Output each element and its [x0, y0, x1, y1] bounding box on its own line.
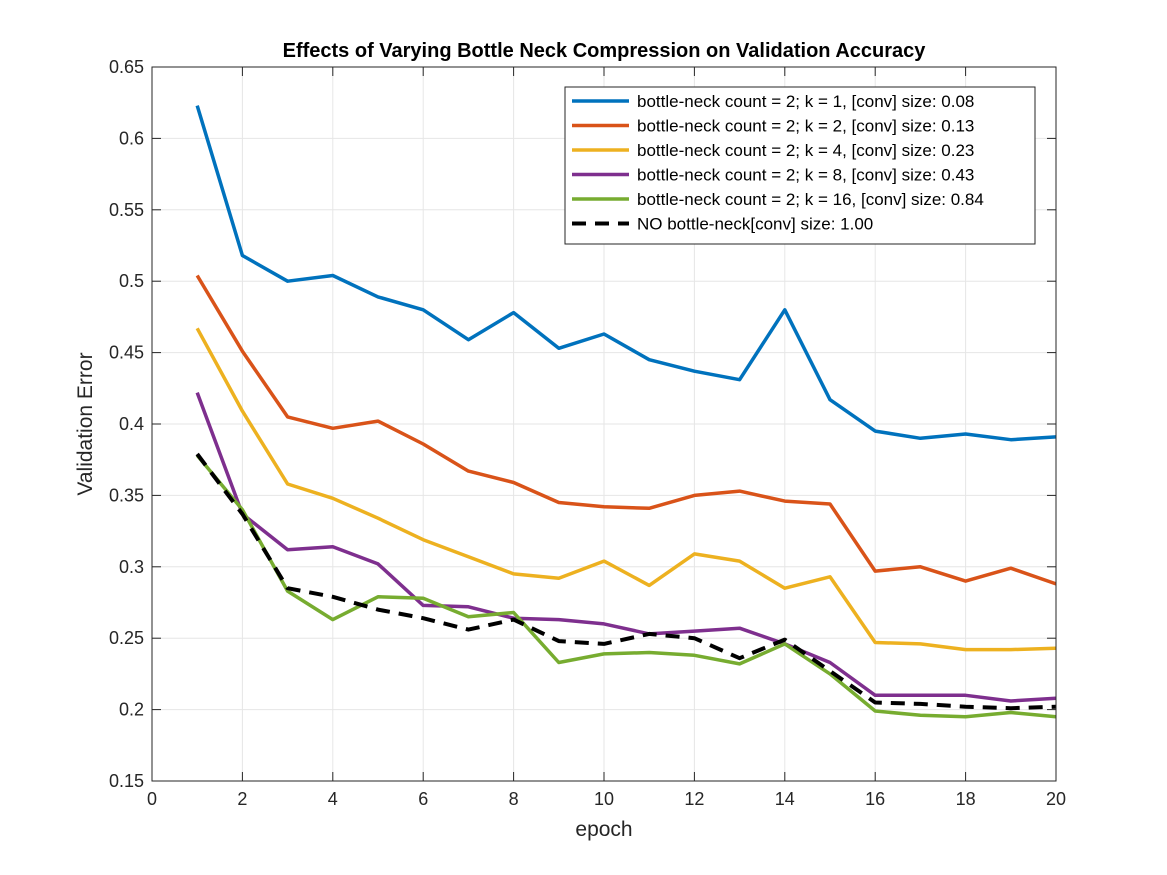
series-line-5 — [195, 454, 1057, 719]
legend-label-1: bottle-neck count = 2; k = 1, [conv] siz… — [637, 92, 974, 111]
y-tick-label: 0.3 — [119, 557, 144, 577]
legend-label-6: NO bottle-neck[conv] size: 1.00 — [637, 215, 873, 234]
y-tick-label: 0.25 — [109, 628, 144, 648]
x-tick-label: 14 — [775, 789, 795, 809]
series-line-1 — [195, 105, 1057, 442]
legend-box — [564, 86, 1036, 245]
legend-label-2: bottle-neck count = 2; k = 2, [conv] siz… — [637, 117, 974, 136]
x-tick-label: 10 — [594, 789, 614, 809]
x-tick-label: 2 — [237, 789, 247, 809]
x-tick-label: 8 — [509, 789, 519, 809]
y-tick-label: 0.15 — [109, 771, 144, 791]
series-lines — [195, 105, 1057, 719]
legend-label-5: bottle-neck count = 2; k = 16, [conv] si… — [637, 190, 984, 209]
series-line-2 — [195, 274, 1057, 586]
x-tick-label: 20 — [1046, 789, 1066, 809]
legend: bottle-neck count = 2; k = 1, [conv] siz… — [564, 86, 1036, 245]
series-line-4 — [195, 391, 1057, 703]
y-tick-label: 0.35 — [109, 485, 144, 505]
axis-ticks: 0 2 4 6 8 10 12 14 16 18 20 0.15 0.2 0.25 0.3 0.35 0.4 0.… — [109, 57, 1066, 809]
x-tick-label: 16 — [865, 789, 885, 809]
x-tick-label: 4 — [328, 789, 338, 809]
y-tick-label: 0.65 — [109, 57, 144, 77]
chart-title: Effects of Varying Bottle Neck Compressi… — [283, 40, 927, 62]
y-tick-label: 0.5 — [119, 271, 144, 291]
x-tick-label: 12 — [684, 789, 704, 809]
series-line-6 — [195, 452, 1057, 711]
x-tick-label: 18 — [956, 789, 976, 809]
legend-label-4: bottle-neck count = 2; k = 8, [conv] siz… — [637, 166, 974, 185]
y-tick-label: 0.55 — [109, 200, 144, 220]
y-tick-label: 0.4 — [119, 414, 144, 434]
x-tick-label: 6 — [418, 789, 428, 809]
y-axis-label: Validation Error — [74, 352, 97, 495]
y-tick-label: 0.2 — [119, 700, 144, 720]
y-tick-label: 0.45 — [109, 343, 144, 363]
y-tick-label: 0.6 — [119, 128, 144, 148]
x-tick-label: 0 — [147, 789, 157, 809]
series-line-3 — [195, 327, 1057, 652]
legend-label-3: bottle-neck count = 2; k = 4, [conv] siz… — [637, 141, 974, 160]
x-axis-label: epoch — [575, 818, 632, 841]
